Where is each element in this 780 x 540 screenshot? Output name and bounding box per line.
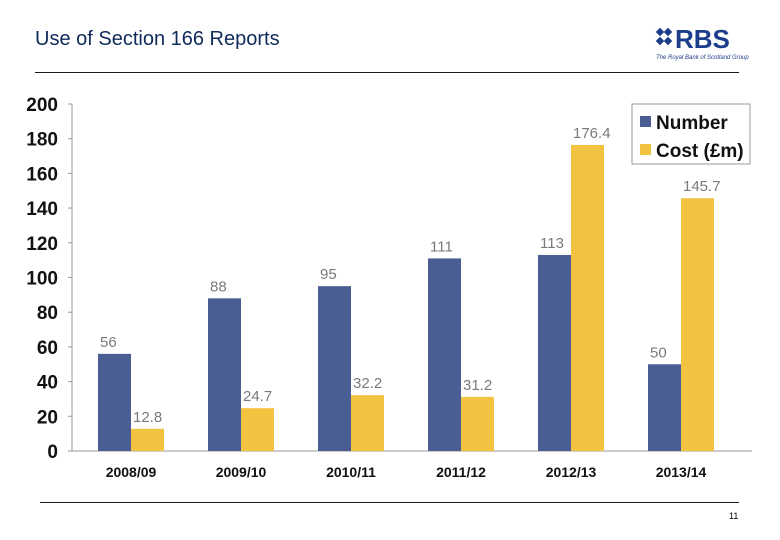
y-tick-label: 20	[37, 407, 58, 428]
bar-number	[208, 298, 241, 451]
legend-swatch	[640, 144, 651, 155]
data-label: 32.2	[353, 375, 382, 392]
bar-number	[538, 254, 571, 451]
data-label: 50	[650, 344, 667, 361]
data-label: 31.2	[463, 377, 492, 394]
x-tick-label: 2012/13	[546, 464, 597, 480]
top-divider	[35, 72, 739, 73]
legend-box	[631, 103, 751, 165]
y-tick-label: 60	[37, 338, 58, 359]
data-label: 12.8	[133, 409, 162, 426]
bar-cost	[461, 396, 494, 451]
x-axis-ticks: 2008/09 2009/10 2010/11 2011/12 2012/13 2013/…	[106, 464, 707, 480]
x-tick-label: 2009/10	[216, 464, 267, 480]
x-tick-label: 2011/12	[436, 464, 486, 480]
y-tick-label: 100	[26, 269, 58, 290]
y-tick-label: 120	[26, 234, 58, 255]
data-label: 88	[210, 278, 227, 295]
bar-number	[318, 286, 351, 451]
data-label: 24.7	[243, 388, 272, 405]
logo-wordmark: RBS	[675, 24, 730, 54]
data-label: 95	[320, 266, 337, 283]
bar-chart: 0 20 40 60 80 100 120 140 160 180 200 56 12.8 88 24.7…	[26, 95, 752, 480]
y-tick-label: 40	[37, 373, 58, 394]
bar-cost	[571, 144, 604, 452]
y-tick-label: 200	[26, 95, 58, 116]
bar-number	[98, 353, 131, 451]
legend-label: Cost (£m)	[656, 141, 744, 162]
y-tick-label: 0	[47, 442, 58, 463]
x-tick-label: 2008/09	[106, 464, 157, 480]
data-label: 111	[430, 238, 453, 255]
bar-series: 56 12.8 88 24.7 95 32.2 111 31.2 113 176.4 50 145.7	[98, 125, 721, 452]
bar-number	[428, 258, 461, 451]
bottom-divider	[40, 502, 739, 503]
data-label: 56	[100, 334, 117, 351]
x-tick-label: 2010/11	[326, 464, 376, 480]
rbs-daisy-icon	[655, 27, 673, 46]
data-label: 176.4	[573, 125, 611, 142]
y-tick-label: 160	[26, 164, 58, 185]
data-label: 113	[540, 235, 564, 252]
bar-cost	[241, 408, 274, 451]
x-tick-label: 2013/14	[656, 464, 707, 480]
bar-cost	[351, 395, 384, 451]
y-tick-label: 140	[26, 199, 58, 220]
y-axis-ticks: 0 20 40 60 80 100 120 140 160 180 200	[26, 95, 72, 463]
logo-tagline: The Royal Bank of Scotland Group	[656, 55, 749, 61]
chart-legend: Number Cost (£m)	[631, 103, 751, 165]
data-label: 145.7	[683, 178, 721, 195]
bar-cost	[131, 428, 164, 451]
bar-cost	[681, 198, 714, 451]
legend-label: Number	[656, 113, 728, 134]
bar-number	[648, 364, 681, 451]
page-number: 11	[729, 511, 739, 521]
slide-title: Use of Section 166 Reports	[35, 28, 280, 50]
legend-swatch	[640, 116, 651, 127]
y-tick-label: 80	[37, 303, 58, 324]
y-tick-label: 180	[26, 130, 58, 151]
